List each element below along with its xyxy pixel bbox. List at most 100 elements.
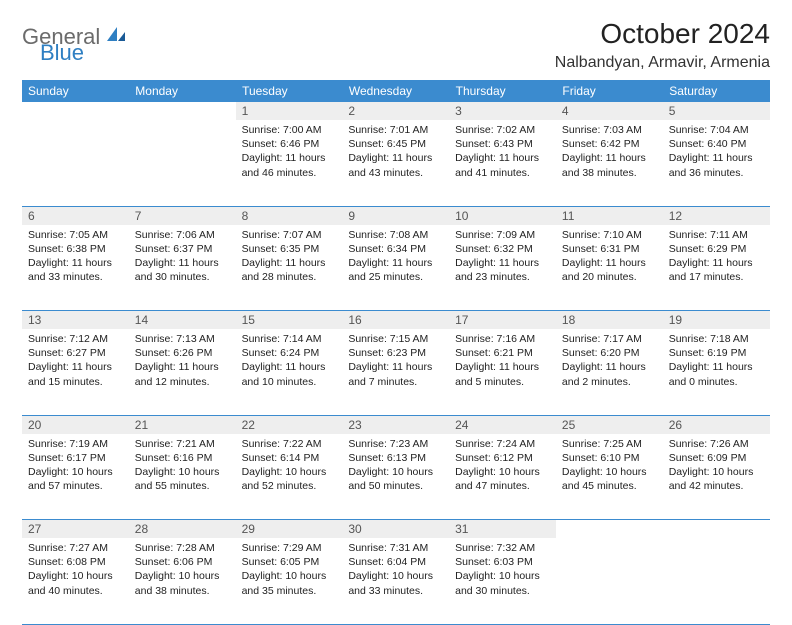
calendar-table: SundayMondayTuesdayWednesdayThursdayFrid… — [22, 80, 770, 625]
day-details: Sunrise: 7:28 AMSunset: 6:06 PMDaylight:… — [129, 538, 236, 604]
day-number-cell — [129, 102, 236, 120]
day-header: Wednesday — [342, 80, 449, 102]
day-details: Sunrise: 7:24 AMSunset: 6:12 PMDaylight:… — [449, 434, 556, 500]
day-number-row: 6789101112 — [22, 206, 770, 225]
day-details: Sunrise: 7:09 AMSunset: 6:32 PMDaylight:… — [449, 225, 556, 291]
day-details: Sunrise: 7:14 AMSunset: 6:24 PMDaylight:… — [236, 329, 343, 395]
month-title: October 2024 — [555, 18, 770, 50]
day-number-cell — [663, 520, 770, 539]
day-number-cell: 2 — [342, 102, 449, 120]
day-details: Sunrise: 7:25 AMSunset: 6:10 PMDaylight:… — [556, 434, 663, 500]
day-number-cell: 20 — [22, 415, 129, 434]
day-details: Sunrise: 7:16 AMSunset: 6:21 PMDaylight:… — [449, 329, 556, 395]
day-number-cell: 6 — [22, 206, 129, 225]
day-number-cell: 19 — [663, 311, 770, 330]
day-cell: Sunrise: 7:17 AMSunset: 6:20 PMDaylight:… — [556, 329, 663, 415]
day-number-cell: 10 — [449, 206, 556, 225]
day-cell: Sunrise: 7:19 AMSunset: 6:17 PMDaylight:… — [22, 434, 129, 520]
day-number-cell — [556, 520, 663, 539]
day-cell: Sunrise: 7:02 AMSunset: 6:43 PMDaylight:… — [449, 120, 556, 206]
day-number-cell: 8 — [236, 206, 343, 225]
day-cell: Sunrise: 7:04 AMSunset: 6:40 PMDaylight:… — [663, 120, 770, 206]
day-number-cell: 26 — [663, 415, 770, 434]
day-details: Sunrise: 7:32 AMSunset: 6:03 PMDaylight:… — [449, 538, 556, 604]
day-details: Sunrise: 7:31 AMSunset: 6:04 PMDaylight:… — [342, 538, 449, 604]
day-details: Sunrise: 7:06 AMSunset: 6:37 PMDaylight:… — [129, 225, 236, 291]
day-number-cell: 13 — [22, 311, 129, 330]
day-header-row: SundayMondayTuesdayWednesdayThursdayFrid… — [22, 80, 770, 102]
day-cell: Sunrise: 7:12 AMSunset: 6:27 PMDaylight:… — [22, 329, 129, 415]
day-details: Sunrise: 7:05 AMSunset: 6:38 PMDaylight:… — [22, 225, 129, 291]
day-cell: Sunrise: 7:05 AMSunset: 6:38 PMDaylight:… — [22, 225, 129, 311]
day-details: Sunrise: 7:07 AMSunset: 6:35 PMDaylight:… — [236, 225, 343, 291]
day-cell: Sunrise: 7:01 AMSunset: 6:45 PMDaylight:… — [342, 120, 449, 206]
day-header: Thursday — [449, 80, 556, 102]
day-details: Sunrise: 7:19 AMSunset: 6:17 PMDaylight:… — [22, 434, 129, 500]
day-cell: Sunrise: 7:25 AMSunset: 6:10 PMDaylight:… — [556, 434, 663, 520]
day-number-cell: 22 — [236, 415, 343, 434]
day-number-cell: 28 — [129, 520, 236, 539]
logo-sail-icon — [105, 25, 127, 48]
week-row: Sunrise: 7:05 AMSunset: 6:38 PMDaylight:… — [22, 225, 770, 311]
day-cell: Sunrise: 7:14 AMSunset: 6:24 PMDaylight:… — [236, 329, 343, 415]
day-details: Sunrise: 7:21 AMSunset: 6:16 PMDaylight:… — [129, 434, 236, 500]
day-number-cell: 14 — [129, 311, 236, 330]
day-number-cell: 17 — [449, 311, 556, 330]
day-cell: Sunrise: 7:31 AMSunset: 6:04 PMDaylight:… — [342, 538, 449, 624]
day-number-cell: 3 — [449, 102, 556, 120]
week-row: Sunrise: 7:19 AMSunset: 6:17 PMDaylight:… — [22, 434, 770, 520]
day-number-cell: 1 — [236, 102, 343, 120]
day-details: Sunrise: 7:17 AMSunset: 6:20 PMDaylight:… — [556, 329, 663, 395]
day-cell: Sunrise: 7:03 AMSunset: 6:42 PMDaylight:… — [556, 120, 663, 206]
day-number-cell: 24 — [449, 415, 556, 434]
day-cell: Sunrise: 7:18 AMSunset: 6:19 PMDaylight:… — [663, 329, 770, 415]
week-row: Sunrise: 7:12 AMSunset: 6:27 PMDaylight:… — [22, 329, 770, 415]
day-details: Sunrise: 7:12 AMSunset: 6:27 PMDaylight:… — [22, 329, 129, 395]
day-number-row: 12345 — [22, 102, 770, 120]
day-cell: Sunrise: 7:28 AMSunset: 6:06 PMDaylight:… — [129, 538, 236, 624]
day-cell: Sunrise: 7:13 AMSunset: 6:26 PMDaylight:… — [129, 329, 236, 415]
title-block: October 2024 Nalbandyan, Armavir, Armeni… — [555, 18, 770, 72]
day-number-row: 20212223242526 — [22, 415, 770, 434]
day-cell: Sunrise: 7:16 AMSunset: 6:21 PMDaylight:… — [449, 329, 556, 415]
day-cell: Sunrise: 7:07 AMSunset: 6:35 PMDaylight:… — [236, 225, 343, 311]
day-cell: Sunrise: 7:32 AMSunset: 6:03 PMDaylight:… — [449, 538, 556, 624]
day-number-cell: 5 — [663, 102, 770, 120]
day-number-cell: 29 — [236, 520, 343, 539]
day-details: Sunrise: 7:01 AMSunset: 6:45 PMDaylight:… — [342, 120, 449, 186]
day-number-row: 2728293031 — [22, 520, 770, 539]
day-details: Sunrise: 7:23 AMSunset: 6:13 PMDaylight:… — [342, 434, 449, 500]
day-cell: Sunrise: 7:23 AMSunset: 6:13 PMDaylight:… — [342, 434, 449, 520]
day-cell: Sunrise: 7:15 AMSunset: 6:23 PMDaylight:… — [342, 329, 449, 415]
day-cell — [556, 538, 663, 624]
day-header: Tuesday — [236, 80, 343, 102]
day-header: Sunday — [22, 80, 129, 102]
day-number-cell: 9 — [342, 206, 449, 225]
day-number-cell: 30 — [342, 520, 449, 539]
day-number-cell: 27 — [22, 520, 129, 539]
day-details: Sunrise: 7:22 AMSunset: 6:14 PMDaylight:… — [236, 434, 343, 500]
logo-text-blue: Blue — [40, 40, 84, 66]
day-cell: Sunrise: 7:11 AMSunset: 6:29 PMDaylight:… — [663, 225, 770, 311]
day-cell: Sunrise: 7:08 AMSunset: 6:34 PMDaylight:… — [342, 225, 449, 311]
day-cell — [663, 538, 770, 624]
day-number-cell: 12 — [663, 206, 770, 225]
day-number-cell: 7 — [129, 206, 236, 225]
day-number-cell: 23 — [342, 415, 449, 434]
day-details: Sunrise: 7:08 AMSunset: 6:34 PMDaylight:… — [342, 225, 449, 291]
day-details: Sunrise: 7:15 AMSunset: 6:23 PMDaylight:… — [342, 329, 449, 395]
day-details: Sunrise: 7:27 AMSunset: 6:08 PMDaylight:… — [22, 538, 129, 604]
week-row: Sunrise: 7:00 AMSunset: 6:46 PMDaylight:… — [22, 120, 770, 206]
location: Nalbandyan, Armavir, Armenia — [555, 54, 770, 72]
day-details: Sunrise: 7:04 AMSunset: 6:40 PMDaylight:… — [663, 120, 770, 186]
day-number-row: 13141516171819 — [22, 311, 770, 330]
day-cell: Sunrise: 7:27 AMSunset: 6:08 PMDaylight:… — [22, 538, 129, 624]
day-details: Sunrise: 7:29 AMSunset: 6:05 PMDaylight:… — [236, 538, 343, 604]
day-cell: Sunrise: 7:09 AMSunset: 6:32 PMDaylight:… — [449, 225, 556, 311]
day-cell: Sunrise: 7:29 AMSunset: 6:05 PMDaylight:… — [236, 538, 343, 624]
day-cell — [22, 120, 129, 206]
day-number-cell: 18 — [556, 311, 663, 330]
day-cell: Sunrise: 7:24 AMSunset: 6:12 PMDaylight:… — [449, 434, 556, 520]
day-number-cell: 21 — [129, 415, 236, 434]
day-cell: Sunrise: 7:22 AMSunset: 6:14 PMDaylight:… — [236, 434, 343, 520]
